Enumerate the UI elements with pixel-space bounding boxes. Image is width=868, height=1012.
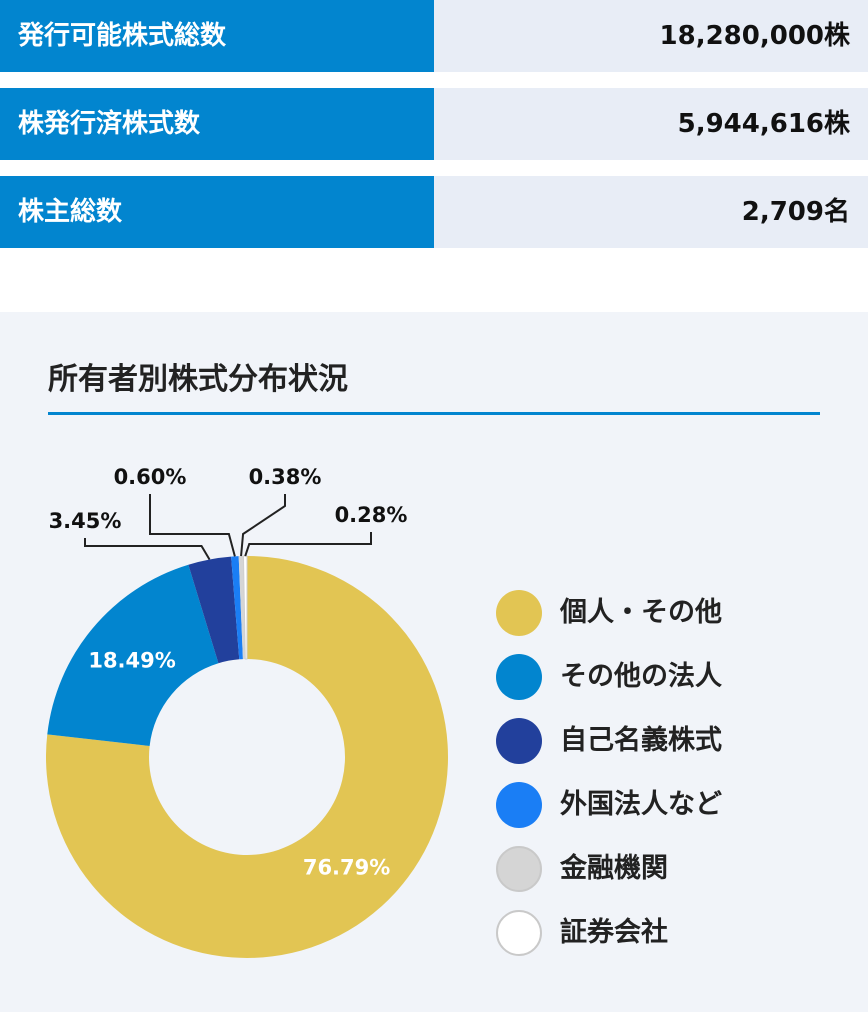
stat-label: 株主総数 [0,176,434,248]
leader-line-financial-institutions [240,494,286,557]
title-underline [48,412,820,415]
stat-value: 18,280,000株 [434,0,868,72]
donut-slice-individuals [45,556,448,959]
leader-line-foreign-corporations [149,494,236,557]
chart-title: 所有者別株式分布状況 [48,362,348,397]
data-label-financial-institutions: 0.38% [249,465,322,489]
legend-item-securities-firms: 証券会社 [496,910,856,960]
legend-label: 外国法人など [560,789,722,820]
legend-swatch [496,590,542,636]
donut-slice-foreign-corporations [231,556,243,660]
legend-item-treasury-stock: 自己名義株式 [496,718,856,768]
legend-label: 自己名義株式 [560,725,722,756]
data-label-foreign-corporations: 0.60% [114,465,187,489]
legend-label: 証券会社 [560,917,668,948]
stat-value: 5,944,616株 [434,88,868,160]
legend-label: その他の法人 [560,661,722,692]
legend-swatch [496,718,542,764]
donut-chart: 76.79% 18.49% 3.45% 0.60% 0.38% 0.28% [45,465,448,959]
legend-item-foreign-corporations: 外国法人など [496,782,856,832]
stat-value: 2,709名 [434,176,868,248]
legend-swatch [496,782,542,828]
data-label-treasury-stock: 3.45% [49,509,122,533]
legend-label: 金融機関 [560,853,668,884]
data-label-other-corporations: 18.49% [88,648,175,672]
legend-item-individuals: 個人・その他 [496,590,856,640]
legend-item-other-corporations: その他の法人 [496,654,856,704]
data-label-securities-firms: 0.28% [335,503,408,527]
leader-line-securities-firms [244,532,372,557]
donut-slice-other-corporations [47,564,219,746]
stat-label: 株発行済株式数 [0,88,434,160]
stat-row-shareholders: 株主総数 2,709名 [0,176,868,248]
donut-slice-securities-firms [242,555,248,660]
legend-swatch [496,846,542,892]
stat-row-authorized-shares: 発行可能株式総数 18,280,000株 [0,0,868,72]
data-label-individuals: 76.79% [303,856,390,880]
legend-item-financial-institutions: 金融機関 [496,846,856,896]
donut-slices [45,555,448,959]
stat-row-issued-shares: 株発行済株式数 5,944,616株 [0,88,868,160]
donut-slice-treasury-stock [188,556,240,664]
leader-line-treasury-stock [84,538,211,561]
legend-swatch [496,654,542,700]
legend-swatch [496,910,542,956]
legend-label: 個人・その他 [560,597,722,628]
stat-label: 発行可能株式総数 [0,0,434,72]
